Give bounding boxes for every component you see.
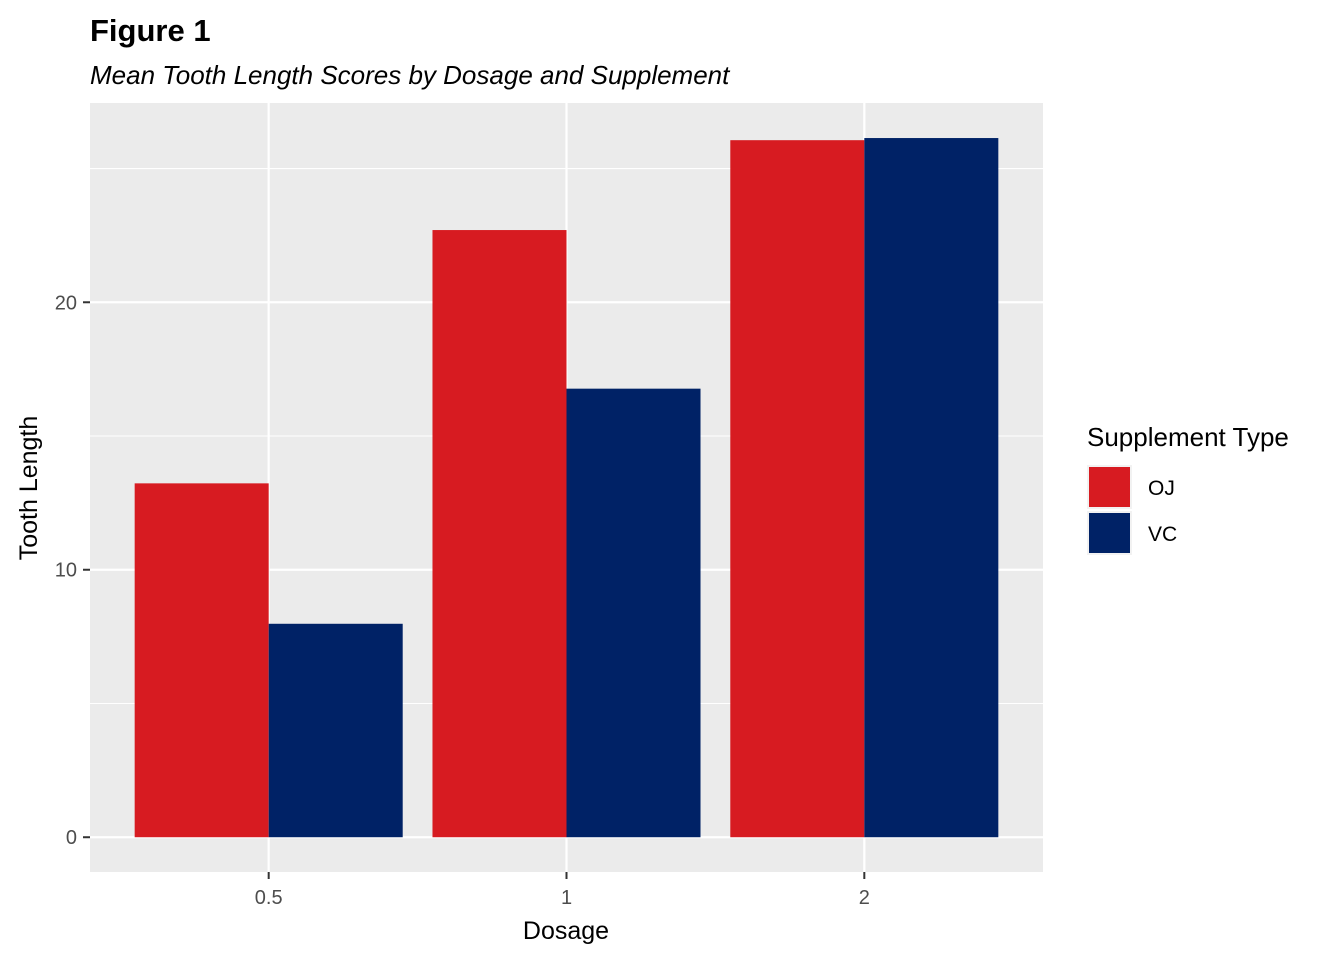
x-axis-title: Dosage	[523, 917, 609, 945]
legend-label-oj: OJ	[1148, 477, 1175, 500]
x-axis: 0.5 1 2	[255, 872, 870, 909]
y-axis-title: Tooth Length	[15, 416, 43, 561]
chart-subtitle: Mean Tooth Length Scores by Dosage and S…	[90, 60, 731, 90]
y-axis: 0 10 20	[55, 292, 90, 849]
y-tick-label: 10	[55, 560, 77, 582]
chart-title: Figure 1	[90, 13, 211, 48]
bar-oj-2	[730, 140, 865, 838]
legend-swatch-oj	[1089, 467, 1130, 507]
legend-title: Supplement Type	[1087, 422, 1289, 452]
legend: Supplement Type OJ VC	[1087, 422, 1289, 555]
bar-vc-1	[566, 388, 701, 838]
y-tick-label: 20	[55, 292, 77, 314]
bar-vc-2	[864, 138, 999, 838]
legend-swatch-vc	[1089, 513, 1130, 553]
y-tick-label: 0	[66, 827, 77, 849]
x-tick-label: 2	[859, 887, 870, 909]
bar-oj-1	[432, 230, 567, 838]
bars	[134, 138, 999, 838]
x-tick-label: 1	[561, 887, 572, 909]
legend-label-vc: VC	[1148, 523, 1177, 546]
bar-oj-0_5	[134, 483, 269, 838]
x-tick-label: 0.5	[255, 887, 283, 909]
bar-vc-0_5	[268, 623, 403, 838]
